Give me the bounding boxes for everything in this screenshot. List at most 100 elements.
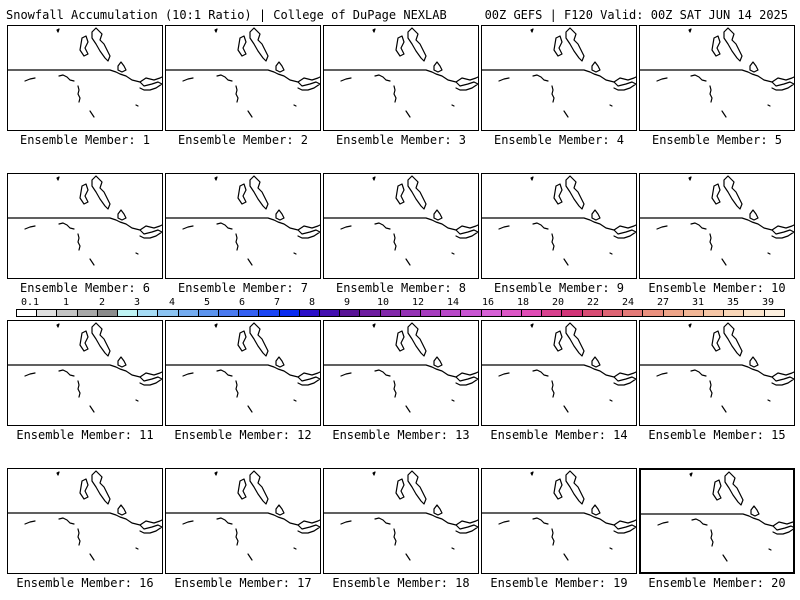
colorbar-segment: [400, 310, 422, 316]
colorbar-tick-label: 9: [343, 297, 351, 308]
ensemble-member-map: [7, 320, 163, 426]
ensemble-member-label: Ensemble Member: 14: [490, 428, 628, 442]
colorbar-segment: [522, 310, 543, 316]
colorbar-segment: [57, 310, 78, 316]
basemap-outline: [324, 322, 478, 413]
basemap-outline: [482, 175, 636, 266]
colorbar-tick-label: 8: [308, 297, 316, 308]
colorbar-segment: [219, 310, 240, 316]
colorbar-tick-label: 27: [656, 297, 670, 308]
basemap-outline: [166, 470, 320, 561]
colorbar-tick-label: 3: [133, 297, 141, 308]
ensemble-member-map: [639, 25, 795, 131]
colorbar-tick-label: 18: [516, 297, 530, 308]
colorbar-segment: [562, 310, 583, 316]
ensemble-member-label: Ensemble Member: 6: [19, 281, 151, 295]
model-run-valid-time: 00Z GEFS | F120 Valid: 00Z SAT JUN 14 20…: [484, 8, 788, 22]
basemap-outline: [482, 322, 636, 413]
basemap-outline: [8, 322, 162, 413]
ensemble-member-map: [165, 320, 321, 426]
colorbar-tick-label: 16: [481, 297, 495, 308]
ensemble-member-map: [639, 173, 795, 279]
colorbar-segment: [481, 310, 502, 316]
basemap-outline: [8, 470, 162, 561]
ensemble-member-label: Ensemble Member: 18: [332, 576, 470, 590]
colorbar-segment: [582, 310, 603, 316]
colorbar-tick-label: 6: [238, 297, 246, 308]
colorbar-segment: [380, 310, 401, 316]
colorbar-segment: [764, 310, 784, 316]
colorbar-segment: [542, 310, 563, 316]
ensemble-member-label: Ensemble Member: 10: [648, 281, 786, 295]
colorbar-tick-label: 35: [726, 297, 740, 308]
colorbar-segment: [623, 310, 644, 316]
colorbar-segment: [320, 310, 341, 316]
ensemble-member-label: Ensemble Member: 12: [174, 428, 312, 442]
ensemble-member-map: [323, 173, 479, 279]
colorbar-segment: [360, 310, 381, 316]
basemap-outline: [166, 27, 320, 118]
ensemble-member-label: Ensemble Member: 7: [177, 281, 309, 295]
colorbar-tick-label: 4: [168, 297, 176, 308]
colorbar-tick-label: 31: [691, 297, 705, 308]
colorbar-tick-label: 1: [62, 297, 70, 308]
basemap-outline: [8, 27, 162, 118]
colorbar-segment: [643, 310, 664, 316]
ensemble-member-map: [7, 173, 163, 279]
snowfall-colorbar: [16, 309, 785, 317]
colorbar-tick-label: 0.1: [20, 297, 40, 308]
basemap-outline: [324, 175, 478, 266]
ensemble-member-map: [323, 320, 479, 426]
colorbar-tick-label: 24: [621, 297, 635, 308]
ensemble-member-map: [481, 468, 637, 574]
basemap-outline: [324, 27, 478, 118]
map-title: Snowfall Accumulation (10:1 Ratio) | Col…: [6, 8, 447, 22]
ensemble-member-label: Ensemble Member: 20: [648, 576, 786, 590]
basemap-outline: [640, 322, 794, 413]
ensemble-member-label: Ensemble Member: 16: [16, 576, 154, 590]
ensemble-member-map: [7, 25, 163, 131]
colorbar-segment: [158, 310, 179, 316]
ensemble-member-label: Ensemble Member: 13: [332, 428, 470, 442]
basemap-outline: [166, 175, 320, 266]
ensemble-member-label: Ensemble Member: 15: [648, 428, 786, 442]
colorbar-segment: [683, 310, 704, 316]
colorbar-tick-label: 20: [551, 297, 565, 308]
colorbar-tick-label: 5: [203, 297, 211, 308]
colorbar-segment: [441, 310, 462, 316]
colorbar-segment: [259, 310, 280, 316]
colorbar-tick-label: 7: [273, 297, 281, 308]
ensemble-member-map: [165, 468, 321, 574]
ensemble-member-map: [323, 25, 479, 131]
colorbar-tick-label: 2: [98, 297, 106, 308]
ensemble-member-map: [165, 173, 321, 279]
ensemble-member-map: [481, 173, 637, 279]
ensemble-member-label: Ensemble Member: 9: [493, 281, 625, 295]
ensemble-member-label: Ensemble Member: 2: [177, 133, 309, 147]
ensemble-member-map: [481, 320, 637, 426]
colorbar-segment: [279, 310, 300, 316]
colorbar-segment: [118, 310, 139, 316]
colorbar-tick-label: 10: [376, 297, 390, 308]
ensemble-member-label: Ensemble Member: 8: [335, 281, 467, 295]
colorbar-segment: [97, 310, 119, 316]
basemap-outline: [324, 470, 478, 561]
colorbar-segment: [77, 310, 98, 316]
colorbar-segment: [421, 310, 442, 316]
basemap-outline: [641, 471, 793, 562]
ensemble-member-map: [639, 320, 795, 426]
ensemble-member-label: Ensemble Member: 1: [19, 133, 151, 147]
ensemble-member-label: Ensemble Member: 19: [490, 576, 628, 590]
colorbar-tick-label: 12: [411, 297, 425, 308]
colorbar-segment: [299, 310, 321, 316]
ensemble-member-map: [323, 468, 479, 574]
colorbar-segment: [703, 310, 725, 316]
colorbar-segment: [663, 310, 684, 316]
ensemble-member-map: [165, 25, 321, 131]
ensemble-member-label: Ensemble Member: 5: [651, 133, 783, 147]
colorbar-segment: [602, 310, 624, 316]
colorbar-segment: [178, 310, 199, 316]
colorbar-segment: [724, 310, 745, 316]
colorbar-tick-label: 39: [761, 297, 775, 308]
basemap-outline: [482, 27, 636, 118]
